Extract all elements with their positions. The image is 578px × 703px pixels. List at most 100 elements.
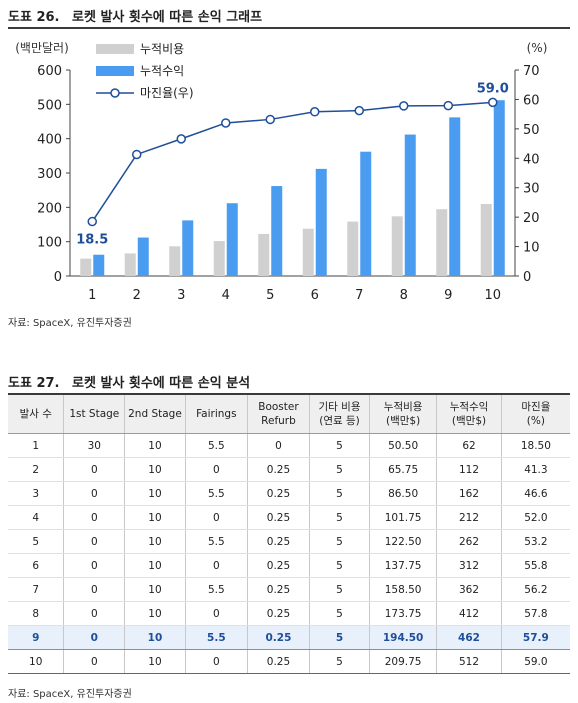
table-cell: 0: [63, 457, 126, 482]
cost-bar: [213, 241, 225, 276]
revenue-bar: [271, 186, 283, 276]
table-cell: 62: [436, 433, 502, 458]
column-header: 마진율 (%): [501, 395, 570, 434]
table-cell: 462: [436, 625, 502, 650]
table-cell: 0: [185, 457, 248, 482]
margin-point: [132, 149, 142, 160]
column-header: 발사 수: [8, 395, 65, 434]
column-header-text: 1st Stage: [69, 408, 120, 420]
left-tick-label: 0: [54, 270, 62, 285]
table-cell: 362: [436, 577, 502, 602]
column-header-text: Refurb: [261, 415, 296, 427]
profit-loss-table: 발사 수 1st Stage 2nd Stage Fairings Booster Ref…: [8, 395, 570, 674]
figure-26-rule: [8, 27, 570, 29]
table-row: 1 30 10 5.5 0 5 50.50 62 18.50: [8, 433, 570, 458]
table-cell: 0: [63, 553, 126, 578]
table-cell: 57.9: [501, 625, 570, 650]
right-tick-label: 70: [523, 64, 540, 79]
cost-bar: [391, 216, 403, 276]
column-header-text: 누적비용: [383, 401, 423, 413]
left-tick-label: 300: [37, 167, 62, 182]
table-cell: 0: [63, 505, 126, 530]
revenue-bar: [360, 151, 372, 276]
column-header: Fairings: [185, 395, 248, 434]
table-cell: 0: [247, 433, 311, 458]
right-tick-label: 30: [523, 182, 540, 197]
table-cell: 194.50: [369, 625, 438, 650]
table-cell: 41.3: [501, 457, 570, 482]
table-cell: 10: [124, 529, 186, 554]
table-cell: 0.25: [247, 505, 311, 530]
revenue-bar: [404, 134, 416, 276]
margin-point: [221, 118, 231, 128]
x-tick-label: 8: [400, 288, 408, 300]
table-cell: 5: [309, 433, 370, 458]
column-header-text: (%): [526, 415, 545, 427]
right-tick-label: 10: [523, 241, 540, 256]
column-header-text: 마진율: [521, 401, 551, 413]
revenue-bar: [493, 100, 505, 276]
table-cell: 7: [8, 577, 65, 602]
table-cell: 0.25: [247, 649, 311, 674]
table-cell: 0: [185, 505, 248, 530]
table-cell: 5: [309, 505, 370, 530]
table-cell: 212: [436, 505, 502, 530]
table-cell: 0.25: [247, 601, 311, 626]
table-cell: 5: [8, 529, 65, 554]
table-row: 5 0 10 5.5 0.25 5 122.50 262 53.2: [8, 529, 570, 554]
revenue-bar: [137, 237, 149, 276]
table-cell: 0: [185, 649, 248, 674]
table-row: 8 0 10 0 0.25 5 173.75 412 57.8: [8, 601, 570, 626]
margin-point: [488, 97, 498, 108]
margin-data-label: 18.5: [76, 233, 108, 248]
table-cell: 52.0: [501, 505, 570, 530]
table-cell: 50.50: [369, 433, 438, 458]
cost-bar: [347, 221, 359, 276]
table-cell: 0.25: [247, 553, 311, 578]
table-cell: 8: [8, 601, 65, 626]
table-cell: 0.25: [247, 457, 311, 482]
column-header: 2nd Stage: [124, 395, 186, 434]
table-cell: 173.75: [369, 601, 438, 626]
table-body: 1 30 10 5.5 0 5 50.50 62 18.50 2 0 10 0 0.25 5 65.75 112…: [8, 433, 570, 674]
table-cell: 53.2: [501, 529, 570, 554]
table-cell: 0: [63, 601, 126, 626]
legend-margin-marker: [110, 88, 120, 98]
table-cell: 55.8: [501, 553, 570, 578]
margin-data-label: 59.0: [477, 81, 509, 96]
column-header: Booster Refurb: [247, 395, 311, 434]
table-row: 4 0 10 0 0.25 5 101.75 212 52.0: [8, 505, 570, 530]
profit-loss-chart: (백만달러) (%) 0 100 200 300 400 500 600 0 10 20 30 40 50 6…: [15, 41, 547, 300]
revenue-bar: [315, 168, 327, 276]
cost-bar: [436, 209, 448, 276]
figure-27-label: 도표 27.: [8, 375, 60, 391]
table-cell: 10: [124, 601, 186, 626]
revenue-bar: [226, 203, 238, 276]
table-cell: 18.50: [501, 433, 570, 458]
table-cell: 3: [8, 481, 65, 506]
table-row: 10 0 10 0 0.25 5 209.75 512 59.0: [8, 649, 570, 674]
table-cell: 0: [63, 625, 126, 650]
legend-revenue-label: 누적수익: [140, 64, 184, 78]
table-cell: 122.50: [369, 529, 438, 554]
cost-bar: [258, 233, 270, 276]
left-tick-label: 500: [37, 98, 62, 113]
figure-26-title: 로켓 발사 횟수에 따른 손익 그래프: [72, 9, 263, 25]
table-cell: 0: [63, 649, 126, 674]
table-cell: 86.50: [369, 481, 438, 506]
table-cell: 10: [124, 433, 186, 458]
cost-bar: [169, 246, 181, 276]
table-cell: 5.5: [185, 577, 248, 602]
margin-point: [310, 107, 320, 117]
table-cell: 10: [124, 505, 186, 530]
table-cell: 2: [8, 457, 65, 482]
table-cell: 0.25: [247, 625, 311, 650]
table-cell: 0: [185, 601, 248, 626]
column-header-text: 2nd Stage: [128, 408, 182, 420]
table-cell: 6: [8, 553, 65, 578]
column-header-text: Fairings: [196, 408, 237, 420]
table-row: 6 0 10 0 0.25 5 137.75 312 55.8: [8, 553, 570, 578]
column-header-text: Booster: [258, 401, 299, 413]
x-tick-label: 7: [355, 288, 363, 300]
table-cell: 262: [436, 529, 502, 554]
